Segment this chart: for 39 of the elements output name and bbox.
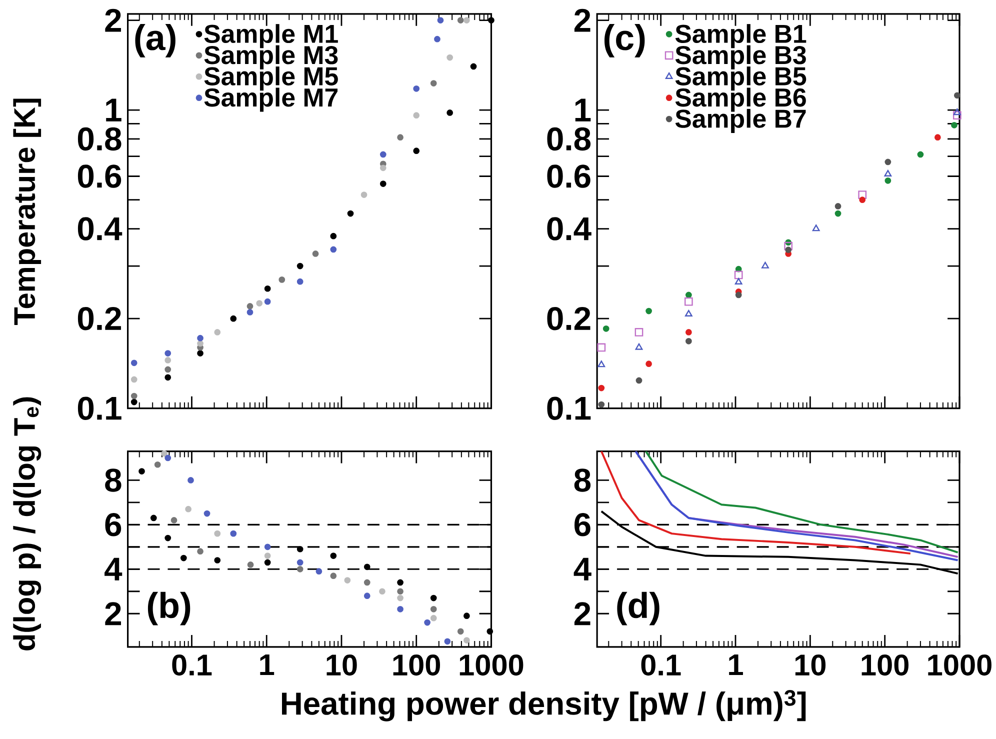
y-axis-title: Temperature [K] bbox=[13, 98, 42, 326]
y-tick-label: 0.6 bbox=[547, 164, 590, 188]
y-tick-label: 2 bbox=[574, 602, 590, 626]
annotation: (c) bbox=[604, 24, 645, 58]
x-tick-label: 0.1 bbox=[172, 654, 212, 676]
y-tick-label: 6 bbox=[574, 513, 590, 536]
x-axis-title: Heating power density [pW / (μm)$^{3}$] bbox=[282, 690, 806, 722]
y-tick-label: 2 bbox=[105, 8, 121, 32]
y-tick-label: 4 bbox=[104, 558, 122, 581]
y-tick-label: 1 bbox=[575, 98, 591, 122]
y-tick-label: 0.1 bbox=[547, 396, 591, 420]
x-tick-label: 1000 bbox=[928, 654, 992, 676]
y-tick-label: 2 bbox=[105, 602, 121, 626]
y-tick-label: 0.8 bbox=[547, 127, 591, 151]
y-tick-label: 0.6 bbox=[78, 164, 122, 188]
x-tick-label: 1 bbox=[729, 654, 743, 676]
y-tick-label: 0.2 bbox=[78, 307, 121, 330]
y-tick-label: 0.8 bbox=[78, 127, 122, 151]
y-tick-label: 8 bbox=[105, 468, 122, 492]
x-tick-label: 0.1 bbox=[641, 654, 681, 676]
x-tick-label: 1000 bbox=[460, 654, 524, 676]
y-tick-label: 0.4 bbox=[547, 217, 592, 240]
annotation: (b) bbox=[148, 592, 190, 626]
y-tick-label: 0.2 bbox=[547, 307, 590, 330]
y-axis-title: d(log p) / d(log T$_{e}$) bbox=[13, 397, 42, 650]
x-tick-label: 10 bbox=[795, 654, 826, 676]
x-tick-label: 1 bbox=[260, 654, 274, 676]
x-tick-label: 10 bbox=[326, 654, 357, 676]
x-tick-label: 100 bbox=[862, 654, 908, 676]
y-tick-label: 4 bbox=[574, 558, 592, 581]
annotation: (a) bbox=[135, 24, 176, 58]
y-tick-label: 8 bbox=[574, 468, 591, 492]
y-tick-label: 2 bbox=[574, 8, 590, 32]
x-tick-label: 100 bbox=[393, 654, 440, 676]
y-tick-label: 0.1 bbox=[78, 396, 122, 420]
y-tick-label: 1 bbox=[106, 98, 122, 122]
y-tick-label: 0.4 bbox=[78, 217, 122, 240]
y-tick-label: 6 bbox=[105, 513, 122, 536]
annotation: (d) bbox=[617, 592, 660, 626]
